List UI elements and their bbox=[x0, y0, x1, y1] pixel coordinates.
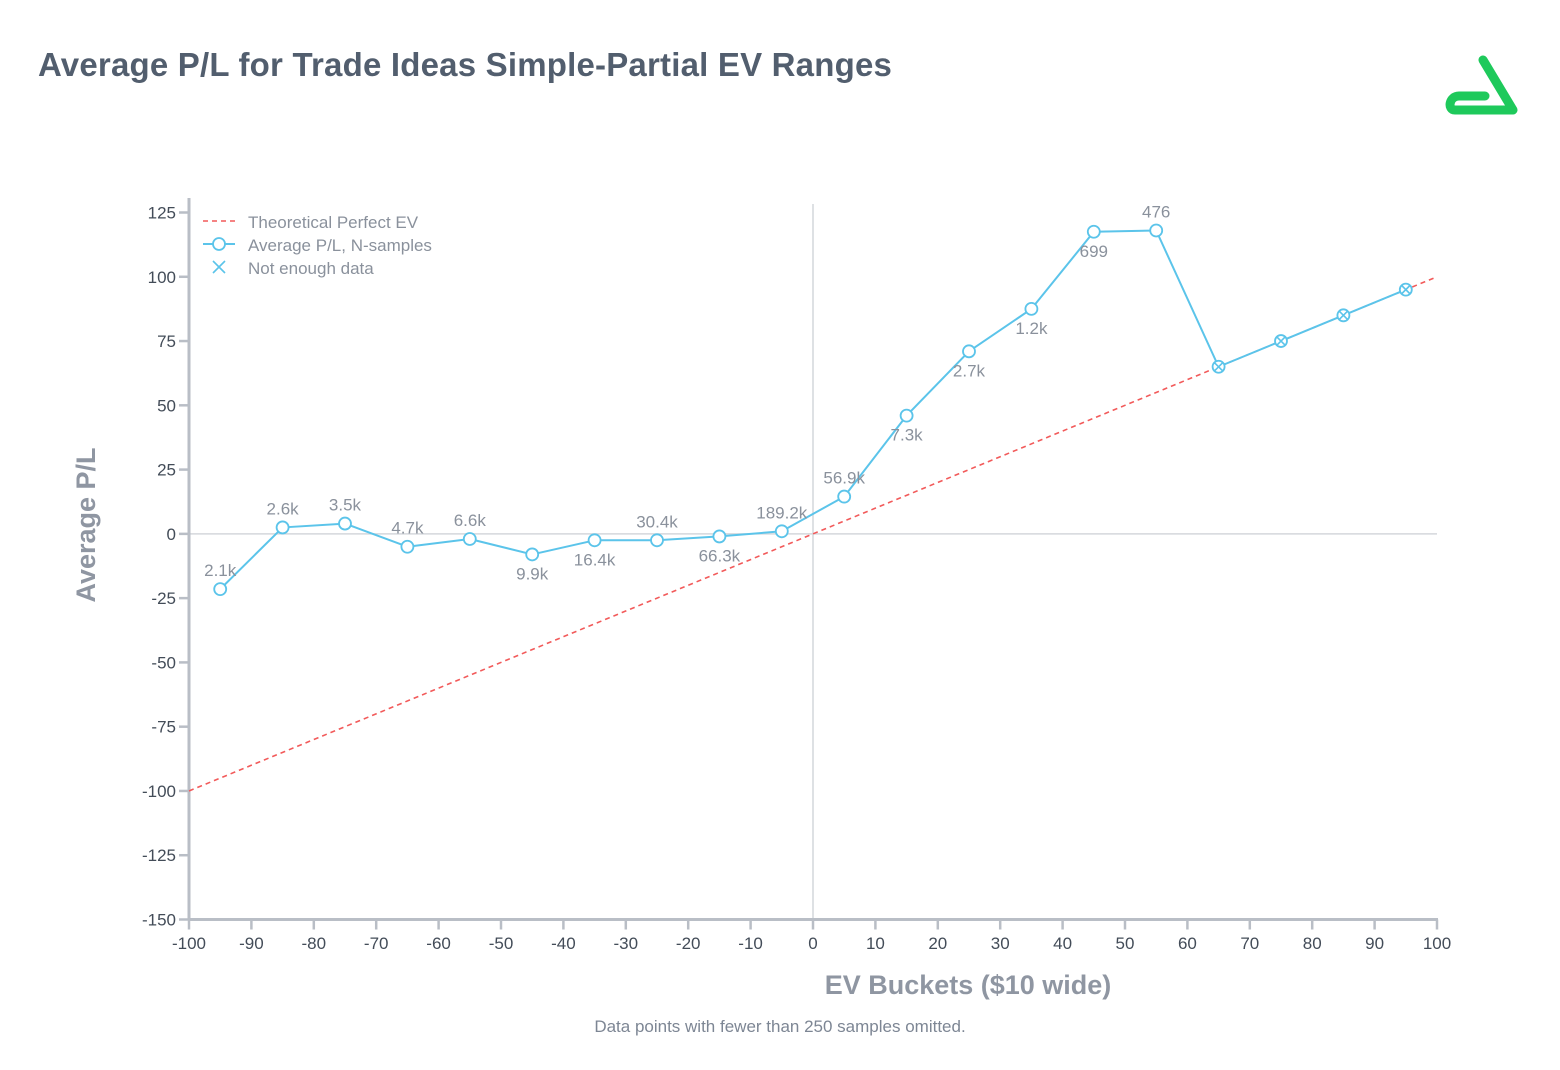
x-tick-label: 80 bbox=[1303, 934, 1322, 953]
x-tick-label: 10 bbox=[866, 934, 885, 953]
data-point bbox=[275, 520, 290, 535]
x-tick-label: 30 bbox=[991, 934, 1010, 953]
x-tick-label: -90 bbox=[239, 934, 264, 953]
y-tick-label: 0 bbox=[167, 525, 176, 544]
data-point bbox=[899, 408, 914, 423]
x-tick-label: 100 bbox=[1423, 934, 1451, 953]
y-tick-label: 25 bbox=[157, 461, 176, 480]
x-tick-label: -60 bbox=[426, 934, 451, 953]
y-tick-label: 125 bbox=[148, 204, 176, 223]
data-label: 2.1k bbox=[204, 561, 237, 580]
data-point bbox=[338, 516, 352, 531]
brand-logo-icon bbox=[1445, 55, 1518, 115]
y-axis-title: Average P/L bbox=[71, 447, 101, 602]
average-pl-series-line bbox=[219, 229, 1407, 590]
x-tick-label: 50 bbox=[1116, 934, 1135, 953]
data-label: 66.3k bbox=[699, 546, 741, 565]
legend-circle-icon bbox=[212, 237, 226, 251]
data-label: 4.7k bbox=[391, 519, 424, 538]
data-point bbox=[712, 529, 727, 544]
data-point bbox=[650, 533, 664, 548]
x-tick-label: 70 bbox=[1240, 934, 1259, 953]
data-point bbox=[587, 533, 602, 548]
x-tick-label: 60 bbox=[1178, 934, 1197, 953]
not-enough-data-x-marker bbox=[1400, 284, 1411, 295]
y-tick-label: 75 bbox=[157, 332, 176, 351]
x-tick-label: -100 bbox=[172, 934, 206, 953]
brand-logo-shape bbox=[1445, 55, 1518, 115]
data-point bbox=[1149, 223, 1164, 238]
lines-layer bbox=[188, 229, 1438, 792]
data-label: 30.4k bbox=[636, 512, 678, 531]
x-tick-label: -50 bbox=[489, 934, 514, 953]
data-label: 699 bbox=[1080, 242, 1108, 261]
data-point bbox=[462, 532, 477, 546]
y-tick-label: -75 bbox=[151, 718, 176, 737]
data-label: 7.3k bbox=[891, 426, 924, 445]
data-point bbox=[213, 582, 228, 597]
data-label: 1.2k bbox=[1015, 319, 1048, 338]
data-label: 2.7k bbox=[953, 361, 986, 380]
y-tick-label: 100 bbox=[148, 268, 176, 287]
x-tick-label: 90 bbox=[1365, 934, 1384, 953]
data-label: 9.9k bbox=[516, 564, 549, 583]
x-tick-label: 0 bbox=[808, 934, 817, 953]
x-tick-label: -20 bbox=[676, 934, 701, 953]
x-tick-label: -80 bbox=[302, 934, 327, 953]
data-label: 189.2k bbox=[756, 503, 808, 522]
y-tick-label: -125 bbox=[142, 846, 176, 865]
data-label: 3.5k bbox=[329, 496, 362, 515]
y-tick-label: 50 bbox=[157, 396, 176, 415]
not-enough-data-x-marker bbox=[1213, 361, 1224, 372]
x-axis-title: EV Buckets ($10 wide) bbox=[825, 970, 1112, 1000]
data-label: 476 bbox=[1142, 202, 1170, 221]
chart-title: Average P/L for Trade Ideas Simple-Parti… bbox=[38, 46, 893, 83]
data-label: 16.4k bbox=[574, 550, 616, 569]
x-tick-label: 20 bbox=[928, 934, 947, 953]
x-tick-label: 40 bbox=[1053, 934, 1072, 953]
labels-layer: 2.1k 2.6k 3.5k 4.7k 6.6k 9.9k 16.4k 30.4k 66.3k 1… bbox=[204, 202, 1170, 583]
y-tick-label: -150 bbox=[142, 911, 176, 930]
x-tick-label: -40 bbox=[551, 934, 576, 953]
not-enough-data-x-marker bbox=[1338, 310, 1349, 321]
data-label: 6.6k bbox=[454, 511, 487, 530]
data-label: 2.6k bbox=[267, 499, 300, 518]
x-tick-label: -70 bbox=[364, 934, 389, 953]
legend-label: Theoretical Perfect EV bbox=[248, 213, 419, 232]
data-point bbox=[774, 524, 789, 539]
marks-layer bbox=[213, 223, 1413, 597]
not-enough-data-x-marker bbox=[1275, 335, 1287, 347]
data-label: 56.9k bbox=[823, 469, 865, 488]
legend-label: Not enough data bbox=[248, 259, 374, 278]
x-tick-label: -30 bbox=[614, 934, 639, 953]
y-tick-label: -25 bbox=[151, 589, 176, 608]
legend-x-marker-icon bbox=[212, 260, 226, 274]
y-tick-label: -50 bbox=[151, 653, 176, 672]
data-point bbox=[525, 547, 540, 562]
y-tick-label: -100 bbox=[142, 782, 176, 801]
x-tick-label: -10 bbox=[738, 934, 763, 953]
legend-label: Average P/L, N-samples bbox=[248, 236, 432, 255]
data-point bbox=[837, 489, 852, 504]
data-point bbox=[962, 344, 976, 359]
data-point bbox=[1086, 224, 1101, 239]
footnote: Data points with fewer than 250 samples … bbox=[594, 1017, 966, 1036]
data-point bbox=[400, 539, 415, 554]
data-point bbox=[1024, 302, 1039, 316]
legend: Theoretical Perfect EV Average P/L, N-sam… bbox=[203, 213, 432, 278]
